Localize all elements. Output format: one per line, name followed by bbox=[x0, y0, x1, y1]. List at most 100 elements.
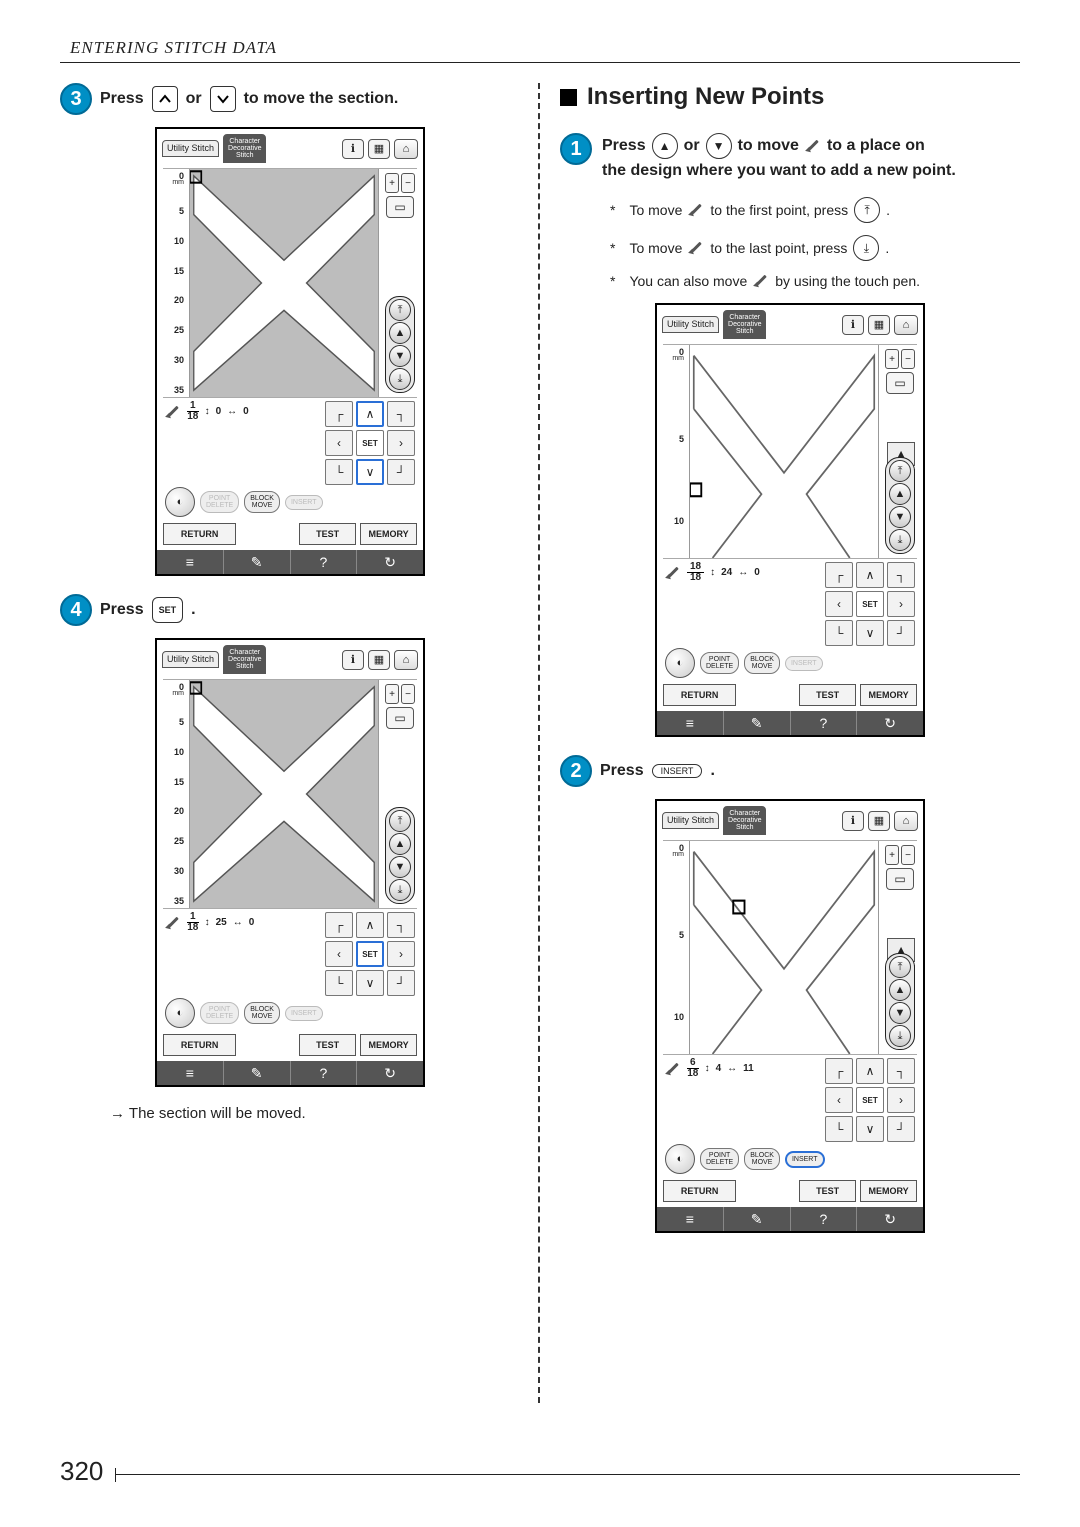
tool-info-icon[interactable]: ℹ bbox=[342, 650, 364, 670]
memory-button[interactable]: MEMORY bbox=[360, 1034, 417, 1056]
tool-info-icon[interactable]: ℹ bbox=[842, 811, 864, 831]
zoom-pair[interactable]: +− bbox=[885, 845, 915, 865]
tab-char[interactable]: Character Decorative Stitch bbox=[723, 310, 766, 339]
zoom-pair[interactable]: +− bbox=[385, 173, 415, 193]
memory-button[interactable]: MEMORY bbox=[860, 1180, 917, 1202]
memory-button[interactable]: MEMORY bbox=[860, 684, 917, 706]
zoom-pair[interactable]: +− bbox=[385, 684, 415, 704]
tab-utility[interactable]: Utility Stitch bbox=[662, 812, 719, 829]
return-button[interactable]: RETURN bbox=[163, 1034, 236, 1056]
footer-bar: ≡✎?↻ bbox=[657, 1207, 923, 1231]
footer-sync-icon[interactable]: ↻ bbox=[357, 550, 423, 574]
y-axis: 0mm 5 10 bbox=[663, 347, 687, 556]
tool-home-icon[interactable]: ⌂ bbox=[894, 315, 918, 335]
dpad[interactable]: ┌∧┐ ‹SET› └∨┘ bbox=[825, 1058, 915, 1142]
block-move-button[interactable]: BLOCK MOVE bbox=[744, 652, 780, 674]
tab-char[interactable]: Character Decorative Stitch bbox=[223, 645, 266, 674]
nav-pill[interactable]: ⤒▲▼⤓ bbox=[885, 953, 915, 1050]
tool-home-icon[interactable]: ⌂ bbox=[394, 650, 418, 670]
step-3: 3 Press or to move the section. bbox=[60, 83, 520, 115]
footer-help-icon[interactable]: ? bbox=[291, 550, 358, 574]
pen-icon bbox=[165, 915, 181, 931]
step-badge-4: 4 bbox=[60, 594, 92, 626]
zoom-pair[interactable]: +− bbox=[885, 349, 915, 369]
step4-text-1: Press bbox=[100, 601, 144, 619]
return-button[interactable]: RETURN bbox=[663, 684, 736, 706]
fit-icon[interactable]: ▭ bbox=[386, 707, 414, 729]
test-button[interactable]: TEST bbox=[799, 1180, 856, 1202]
fit-icon[interactable]: ▭ bbox=[886, 868, 914, 890]
tab-utility[interactable]: Utility Stitch bbox=[162, 140, 219, 157]
y-axis: 0mm 5 10 15 20 25 30 35 bbox=[163, 171, 187, 395]
step-badge-3: 3 bbox=[60, 83, 92, 115]
step-4: 4 Press SET . bbox=[60, 594, 520, 626]
play-icon[interactable]: ◐ bbox=[165, 487, 195, 517]
test-button[interactable]: TEST bbox=[299, 1034, 356, 1056]
point-delete-button[interactable]: POINT DELETE bbox=[700, 652, 739, 674]
dpad[interactable]: ┌∧┐ ‹SET› └∨┘ bbox=[325, 912, 415, 996]
header-rule bbox=[60, 62, 1020, 63]
down-round-icon: ▼ bbox=[706, 133, 732, 159]
step-badge-1: 1 bbox=[560, 133, 592, 165]
block-move-button[interactable]: BLOCK MOVE bbox=[744, 1148, 780, 1170]
pill-first-icon[interactable]: ⤒ bbox=[389, 299, 411, 321]
footer-tool-icon[interactable]: ✎ bbox=[224, 550, 291, 574]
pill-last-icon[interactable]: ⤓ bbox=[389, 368, 411, 390]
tool-grid-icon[interactable]: ▦ bbox=[368, 139, 390, 159]
pill-down-icon[interactable]: ▼ bbox=[389, 345, 411, 367]
point-delete-button[interactable]: POINT DELETE bbox=[700, 1148, 739, 1170]
test-button[interactable]: TEST bbox=[799, 684, 856, 706]
section-title: Inserting New Points bbox=[560, 83, 1020, 111]
pill-up-icon[interactable]: ▲ bbox=[389, 322, 411, 344]
dpad[interactable]: ┌∧┐ ‹SET› └∨┘ bbox=[825, 562, 915, 646]
nav-pill[interactable]: ⤒▲▼⤓ bbox=[885, 457, 915, 554]
pen-icon bbox=[665, 1061, 681, 1077]
tool-grid-icon[interactable]: ▦ bbox=[368, 650, 390, 670]
tool-info-icon[interactable]: ℹ bbox=[342, 139, 364, 159]
insert-button[interactable]: INSERT bbox=[785, 1151, 825, 1168]
play-icon[interactable]: ◐ bbox=[665, 648, 695, 678]
tool-home-icon[interactable]: ⌂ bbox=[394, 139, 418, 159]
fit-icon[interactable]: ▭ bbox=[886, 372, 914, 394]
block-move-button[interactable]: BLOCK MOVE bbox=[244, 1002, 280, 1024]
tab-char[interactable]: Character Decorative Stitch bbox=[223, 134, 266, 163]
tool-grid-icon[interactable]: ▦ bbox=[868, 811, 890, 831]
step-badge-2: 2 bbox=[560, 755, 592, 787]
point-delete-button: POINT DELETE bbox=[200, 491, 239, 513]
y-axis: 0mm 5 10 bbox=[663, 843, 687, 1052]
page-header: ENTERING STITCH DATA bbox=[70, 38, 1020, 58]
dpad[interactable]: ┌∧┐ ‹SET› └∨┘ bbox=[325, 401, 415, 485]
canvas[interactable] bbox=[689, 841, 879, 1054]
canvas[interactable] bbox=[189, 680, 379, 908]
pen-icon bbox=[665, 565, 681, 581]
test-button[interactable]: TEST bbox=[299, 523, 356, 545]
step3-text-1: Press bbox=[100, 90, 144, 108]
return-button[interactable]: RETURN bbox=[163, 523, 236, 545]
return-button[interactable]: RETURN bbox=[663, 1180, 736, 1202]
up-key-icon bbox=[152, 86, 178, 112]
canvas[interactable] bbox=[689, 345, 879, 558]
footer-bar: ≡ ✎ ? ↻ bbox=[157, 550, 423, 574]
memory-button[interactable]: MEMORY bbox=[360, 523, 417, 545]
footer-menu-icon[interactable]: ≡ bbox=[157, 550, 224, 574]
insert-button-disabled: INSERT bbox=[285, 1006, 323, 1021]
last-point-icon: ⤓ bbox=[853, 235, 879, 261]
screen-d: Utility Stitch Character Decorative Stit… bbox=[655, 799, 925, 1233]
tab-utility[interactable]: Utility Stitch bbox=[162, 651, 219, 668]
play-icon[interactable]: ◐ bbox=[165, 998, 195, 1028]
insert-button-disabled: INSERT bbox=[785, 656, 823, 671]
block-move-button[interactable]: BLOCK MOVE bbox=[244, 491, 280, 513]
play-icon[interactable]: ◐ bbox=[665, 1144, 695, 1174]
tab-utility[interactable]: Utility Stitch bbox=[662, 316, 719, 333]
nav-pill[interactable]: ⤒ ▲ ▼ ⤓ bbox=[385, 296, 415, 393]
tool-info-icon[interactable]: ℹ bbox=[842, 315, 864, 335]
step-2: 2 Press INSERT . bbox=[560, 755, 1020, 787]
nav-pill[interactable]: ⤒▲▼⤓ bbox=[385, 807, 415, 904]
fit-icon[interactable]: ▭ bbox=[386, 196, 414, 218]
tool-grid-icon[interactable]: ▦ bbox=[868, 315, 890, 335]
canvas[interactable] bbox=[189, 169, 379, 397]
tab-char[interactable]: Character Decorative Stitch bbox=[723, 806, 766, 835]
tool-home-icon[interactable]: ⌂ bbox=[894, 811, 918, 831]
step1-notes: To move to the first point, press ⤒. To … bbox=[610, 197, 1020, 289]
insert-button-disabled: INSERT bbox=[285, 495, 323, 510]
